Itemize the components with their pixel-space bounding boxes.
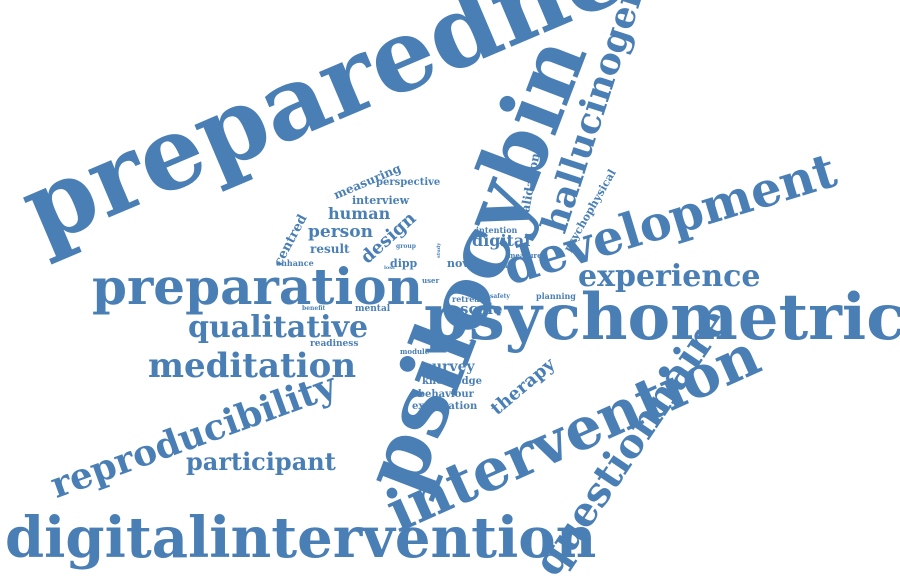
word-qualitative: qualitative bbox=[188, 310, 369, 345]
word-benefit: benefit bbox=[302, 305, 326, 312]
word-human: human bbox=[328, 204, 391, 223]
word-person: person bbox=[308, 222, 373, 242]
word-planning: planning bbox=[536, 291, 576, 301]
word-meditation: meditation bbox=[148, 346, 357, 386]
word-enhance: enhance bbox=[276, 258, 314, 268]
word-preparation: preparation bbox=[92, 257, 424, 316]
word-knowledge: knowledge bbox=[422, 376, 482, 387]
word-survey: survey bbox=[424, 359, 475, 375]
word-expectation: expectation bbox=[412, 401, 478, 412]
word-novel: novel bbox=[447, 257, 480, 270]
word-study: study bbox=[436, 242, 442, 258]
word-module: module bbox=[400, 347, 430, 356]
word-digitalintervention: digitalintervention bbox=[5, 505, 597, 571]
word-result: result bbox=[310, 242, 350, 256]
word-mental: mental bbox=[355, 304, 391, 314]
word-health: health bbox=[486, 263, 508, 270]
word-psychometric: psychometric bbox=[424, 280, 900, 355]
word-experience: experience bbox=[578, 259, 761, 294]
word-readiness: readiness bbox=[310, 339, 359, 349]
word-loss: loss bbox=[384, 265, 395, 271]
word-interview: interview bbox=[352, 194, 410, 207]
word-safety: safety bbox=[490, 293, 510, 300]
word-retreat: retreat bbox=[452, 294, 484, 304]
word-user: user bbox=[422, 276, 440, 285]
word-behaviour: behaviour bbox=[418, 389, 474, 400]
word-intention: intention bbox=[476, 225, 518, 235]
word-digital: digital bbox=[472, 231, 531, 250]
word-group: group bbox=[396, 243, 416, 250]
word-measure: measure bbox=[508, 251, 542, 260]
word-dipp: dipp bbox=[390, 257, 418, 270]
word-scale: scale bbox=[460, 300, 503, 318]
word-participant: participant bbox=[186, 447, 336, 476]
word-reproducibility: reproducibility bbox=[44, 364, 342, 507]
word-perspective: perspective bbox=[376, 177, 441, 188]
